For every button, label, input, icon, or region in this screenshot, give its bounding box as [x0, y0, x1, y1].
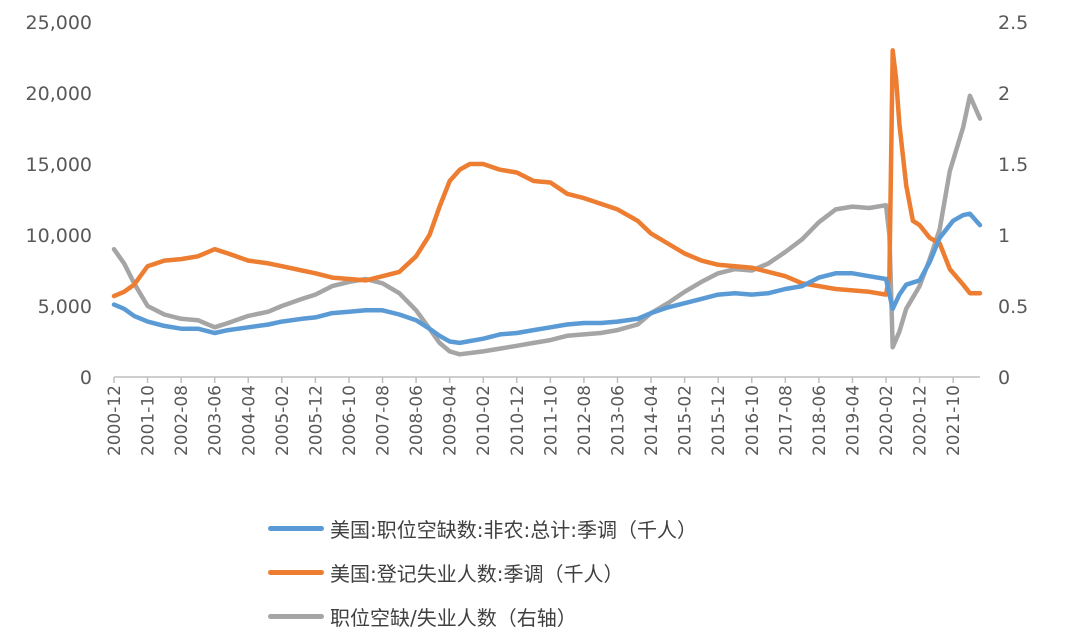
- x-tick-label: 2003-06: [206, 385, 226, 456]
- x-tick-label: 2020-12: [911, 385, 931, 456]
- x-tick-label: 2015-02: [676, 385, 696, 456]
- legend-item-unemployed[interactable]: 美国:登记失业人数:季调（千人）: [268, 550, 697, 594]
- x-tick-label: 2015-12: [709, 385, 729, 456]
- y-right-tick-label: 2: [998, 83, 1010, 105]
- x-tick-label: 2011-10: [541, 385, 561, 456]
- y-left-tick-label: 10,000: [26, 225, 92, 247]
- x-tick-label: 2014-04: [642, 385, 662, 456]
- y-right-tick-label: 1: [998, 225, 1010, 247]
- x-tick-label: 2000-12: [105, 385, 125, 456]
- x-tick-label: 2010-12: [508, 385, 528, 456]
- x-tick-label: 2018-06: [810, 385, 830, 456]
- y-right-tick-label: 1.5: [998, 154, 1028, 176]
- x-tick-label: 2001-10: [139, 385, 159, 456]
- y-right-tick-label: 2.5: [998, 12, 1028, 34]
- legend-swatch-unemployed: [268, 569, 324, 575]
- series-line-job-openings: [111, 211, 983, 346]
- x-tick-label: 2019-04: [843, 385, 863, 456]
- x-tick-label: 2016-10: [743, 385, 763, 456]
- x-axis: 2000-12 2001-10 2002-08 2003-06 2004-04 2005-…: [105, 377, 964, 456]
- left-y-axis: 0 5,000 10,000 15,000 20,000 25,000: [26, 12, 92, 389]
- y-right-tick-label: 0: [998, 367, 1010, 389]
- series-line-unemployed: [111, 48, 983, 299]
- y-left-tick-label: 5,000: [38, 296, 92, 318]
- legend-item-job-openings[interactable]: 美国:职位空缺数:非农:总计:季调（千人）: [268, 506, 697, 550]
- x-tick-label: 2002-08: [172, 385, 192, 456]
- x-tick-label: 2006-10: [340, 385, 360, 456]
- x-tick-label: 2005-12: [306, 385, 326, 456]
- y-left-tick-label: 15,000: [26, 154, 92, 176]
- x-tick-label: 2013-06: [608, 385, 628, 456]
- legend-label-unemployed: 美国:登记失业人数:季调（千人）: [330, 561, 624, 586]
- x-tick-label: 2008-06: [407, 385, 427, 456]
- line-chart: 0 5,000 10,000 15,000 20,000 25,000 0 0.5 1 1.5 2…: [26, 12, 1029, 456]
- legend-label-ratio: 职位空缺/失业人数（右轴）: [330, 605, 577, 630]
- x-tick-label: 2020-02: [877, 385, 897, 456]
- y-left-tick-label: 25,000: [26, 12, 92, 34]
- x-tick-label: 2021-10: [944, 385, 964, 456]
- legend-item-ratio[interactable]: 职位空缺/失业人数（右轴）: [268, 594, 697, 638]
- legend-swatch-job-openings: [268, 525, 324, 531]
- x-tick-label: 2004-04: [239, 385, 259, 456]
- legend-label-job-openings: 美国:职位空缺数:非农:总计:季调（千人）: [330, 517, 697, 542]
- series-line-ratio: [111, 93, 983, 357]
- x-tick-label: 2007-08: [374, 385, 394, 456]
- legend: 美国:职位空缺数:非农:总计:季调（千人） 美国:登记失业人数:季调（千人） 职…: [268, 506, 697, 638]
- x-tick-label: 2017-08: [776, 385, 796, 456]
- x-tick-label: 2005-02: [273, 385, 293, 456]
- y-left-tick-label: 20,000: [26, 83, 92, 105]
- y-left-tick-label: 0: [80, 367, 92, 389]
- x-tick-label: 2010-02: [474, 385, 494, 456]
- series-layer: [111, 48, 983, 357]
- right-y-axis: 0 0.5 1 1.5 2 2.5: [998, 12, 1028, 389]
- x-tick-label: 2012-08: [575, 385, 595, 456]
- legend-swatch-ratio: [268, 613, 324, 619]
- x-tick-label: 2009-04: [441, 385, 461, 456]
- y-right-tick-label: 0.5: [998, 296, 1028, 318]
